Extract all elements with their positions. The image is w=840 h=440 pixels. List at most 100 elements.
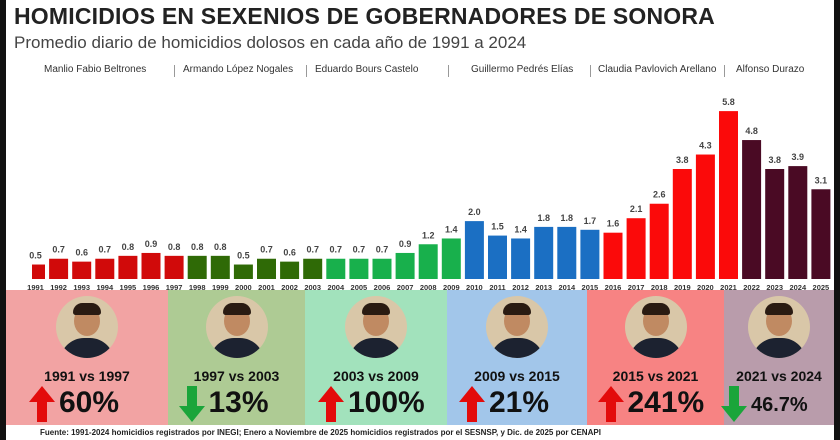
data-label: 3.1 [815, 175, 828, 185]
bar-2011 [488, 235, 507, 279]
comparison-panel: 2021 vs 2024 46.7% [721, 290, 834, 425]
bar-2000 [233, 264, 253, 279]
bar-2020 [695, 154, 715, 279]
x-tick-label: 2012 [512, 283, 529, 292]
bar-2002 [280, 261, 300, 279]
bar-2004 [326, 258, 346, 279]
x-tick-label: 2010 [466, 283, 483, 292]
data-label: 0.5 [29, 251, 42, 261]
period-label: 2021 vs 2024 [736, 368, 822, 384]
data-label: 3.8 [676, 155, 689, 165]
arrow-down-icon [721, 386, 747, 422]
period-label: 2003 vs 2009 [333, 368, 419, 384]
bar-2013 [534, 226, 554, 279]
bar-2025 [811, 189, 831, 279]
bar-2007 [395, 252, 415, 279]
data-label: 0.6 [283, 248, 296, 258]
data-label: 0.7 [330, 245, 343, 255]
arrow-up-icon [459, 386, 485, 422]
x-tick-label: 1997 [166, 283, 183, 292]
data-label: 0.9 [399, 239, 412, 249]
bar-2006 [372, 258, 392, 279]
data-label: 1.7 [584, 216, 597, 226]
governor-photo [624, 296, 687, 358]
data-label: 0.8 [191, 242, 204, 252]
governor-names-row: Manlio Fabio Beltrones Armando López Nog… [6, 64, 834, 80]
data-label: 1.6 [607, 219, 620, 229]
data-label: 0.9 [145, 239, 158, 249]
percent-change: 13% [208, 386, 269, 419]
comparison-panel: 2003 vs 2009 100% [305, 290, 447, 425]
data-label: 0.8 [168, 242, 181, 252]
bar-2021 [719, 111, 738, 279]
data-label: 3.9 [792, 152, 805, 162]
x-tick-label: 2016 [605, 283, 622, 292]
x-tick-label: 2005 [351, 283, 368, 292]
bar-2024 [788, 166, 808, 279]
x-tick-label: 1996 [143, 283, 160, 292]
x-tick-label: 2007 [397, 283, 414, 292]
bar-chart: 0.5 1991 0.7 1992 0.6 1993 0.7 1994 0.8 1995 0.9 19… [27, 97, 831, 292]
data-label: 2.0 [468, 207, 481, 217]
bar-1997 [164, 255, 184, 279]
x-tick-label: 2020 [697, 283, 714, 292]
comparison-panel: 1991 vs 1997 60% [6, 290, 168, 425]
governor-photo [56, 296, 118, 358]
bar-2015 [580, 229, 600, 279]
data-label: 1.4 [445, 224, 458, 234]
x-tick-label: 1994 [96, 283, 114, 292]
data-label: 2.6 [653, 190, 666, 200]
governor-name: Claudia Pavlovich Arellano [598, 64, 717, 75]
data-label: 4.8 [745, 126, 758, 136]
x-tick-label: 1999 [212, 283, 229, 292]
data-label: 1.8 [561, 213, 574, 223]
data-label: 3.8 [768, 155, 781, 165]
x-tick-label: 2014 [558, 283, 576, 292]
bar-2023 [765, 169, 785, 279]
data-label: 5.8 [722, 97, 735, 107]
bar-2009 [441, 238, 461, 279]
data-label: 1.4 [514, 224, 527, 234]
bar-2016 [603, 232, 623, 279]
bar-2012 [511, 238, 531, 279]
data-label: 0.7 [353, 245, 366, 255]
bar-2001 [257, 258, 276, 279]
bar-1995 [118, 255, 138, 279]
data-label: 0.8 [122, 242, 135, 252]
divider [448, 65, 449, 77]
divider [306, 65, 307, 77]
x-tick-label: 1998 [189, 283, 206, 292]
governor-name: Manlio Fabio Beltrones [44, 64, 147, 75]
x-tick-label: 2000 [235, 283, 252, 292]
x-tick-label: 2003 [304, 283, 321, 292]
bar-1991 [32, 264, 45, 279]
data-label: 1.5 [491, 222, 504, 232]
x-tick-label: 2017 [628, 283, 645, 292]
percent-change: 241% [627, 386, 705, 419]
x-tick-label: 2021 [720, 283, 737, 292]
x-tick-label: 2001 [258, 283, 275, 292]
x-tick-label: 2002 [281, 283, 298, 292]
x-tick-label: 2008 [420, 283, 437, 292]
bar-2019 [672, 169, 692, 279]
arrow-up-icon [29, 386, 55, 422]
data-label: 0.5 [237, 251, 250, 261]
bar-1999 [210, 255, 230, 279]
x-tick-label: 2018 [651, 283, 668, 292]
x-tick-label: 2023 [766, 283, 783, 292]
infographic: HOMICIDIOS EN SEXENIOS DE GOBERNADORES D… [6, 0, 834, 440]
data-label: 0.7 [376, 245, 389, 255]
governor-photo [345, 296, 407, 358]
bar-1998 [187, 255, 207, 279]
bar-2003 [303, 258, 323, 279]
data-label: 1.8 [537, 213, 550, 223]
data-label: 0.8 [214, 242, 227, 252]
x-tick-label: 1991 [27, 283, 44, 292]
divider [724, 65, 725, 77]
x-tick-label: 1993 [73, 283, 90, 292]
governor-photo [748, 296, 810, 358]
governor-photo [486, 296, 548, 358]
divider [590, 65, 591, 77]
divider [174, 65, 175, 77]
subtitle: Promedio diario de homicidios dolosos en… [14, 33, 527, 52]
